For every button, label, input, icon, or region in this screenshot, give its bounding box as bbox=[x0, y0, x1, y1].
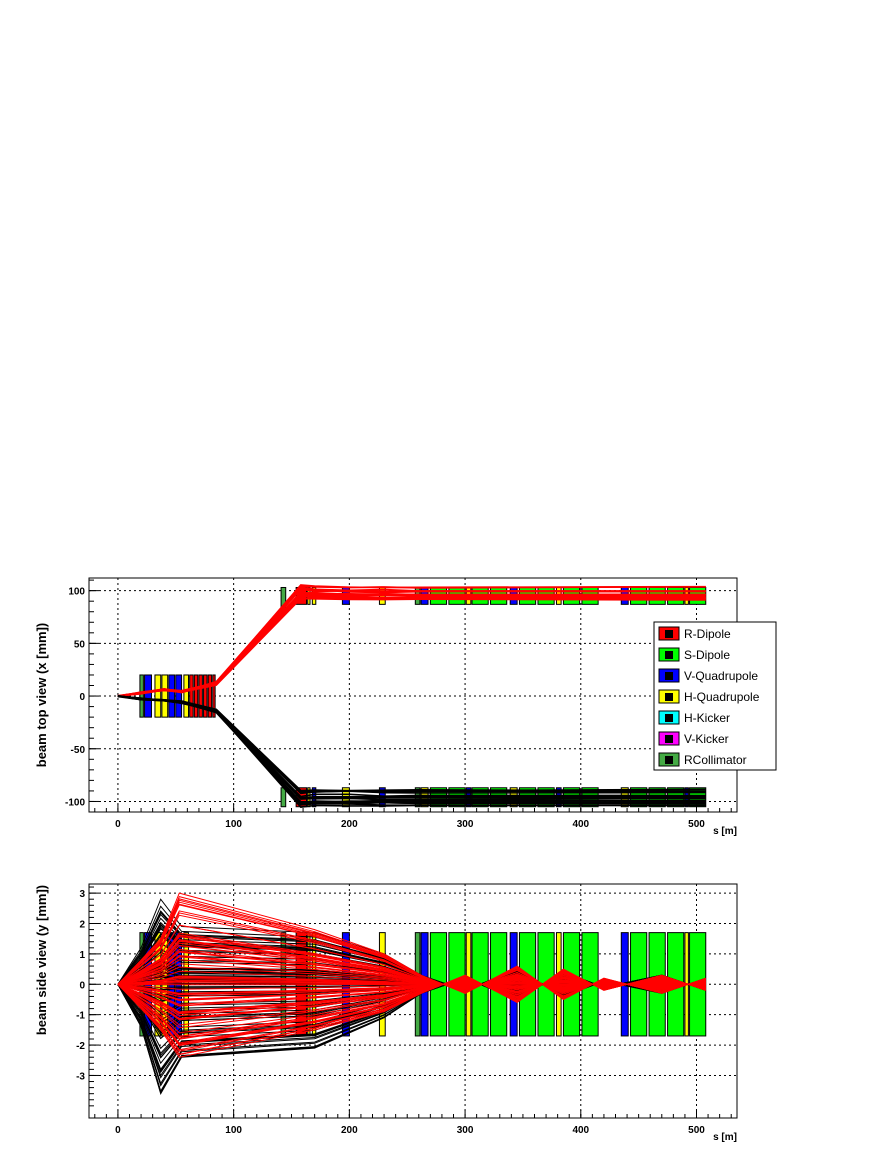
x-tick-label: 500 bbox=[688, 819, 705, 830]
x-tick-label: 300 bbox=[457, 1125, 474, 1136]
element-v-quadrupole bbox=[168, 674, 176, 718]
x-tick-label: 200 bbox=[341, 819, 358, 830]
bottom-plot-frame bbox=[88, 883, 738, 1119]
element-r-dipole bbox=[198, 674, 203, 718]
trajectory-line bbox=[117, 914, 706, 997]
y-tick-label: -3 bbox=[76, 1071, 85, 1082]
x-tick-label: 100 bbox=[225, 819, 242, 830]
trajectory-line bbox=[117, 940, 706, 992]
trajectory-envelope bbox=[117, 591, 706, 698]
legend-label-v-kicker: V-Kicker bbox=[684, 732, 729, 746]
trajectory-line bbox=[117, 970, 706, 988]
top-axes: 0 100 200 300 400 500 -100 -50 0 50 100 bbox=[65, 579, 732, 830]
y-tick-label: 3 bbox=[79, 889, 85, 900]
element-v-quadrupole bbox=[144, 674, 152, 718]
trajectory-line bbox=[117, 954, 706, 990]
legend-label-h-quadrupole: H-Quadrupole bbox=[684, 690, 760, 704]
y-tick-label: -100 bbox=[65, 797, 85, 808]
trajectory-line bbox=[117, 976, 706, 1020]
y-tick-label: -2 bbox=[76, 1041, 85, 1052]
element-r-dipole bbox=[207, 674, 213, 718]
element-h-quadrupole bbox=[154, 674, 162, 718]
top-y-axis-title: beam top view (x [mm]) bbox=[34, 623, 49, 767]
legend-label-v-quadrupole: V-Quadrupole bbox=[684, 669, 758, 683]
trajectory-line bbox=[117, 973, 706, 1034]
legend: R-Dipole S-Dipole V-Quadrupole H-Quadrupole… bbox=[653, 621, 777, 771]
trajectory-envelope bbox=[117, 968, 706, 1058]
element-r-dipole bbox=[189, 674, 194, 718]
element-v-quadrupole bbox=[175, 674, 183, 718]
y-tick-label: -1 bbox=[76, 1011, 85, 1022]
bottom-y-axis-title: beam side view (y [mm]) bbox=[34, 885, 49, 1035]
legend-label-h-kicker: H-Kicker bbox=[684, 711, 730, 725]
x-tick-label: 0 bbox=[115, 819, 121, 830]
legend-label-s-dipole: S-Dipole bbox=[684, 648, 730, 662]
y-tick-label: 100 bbox=[68, 587, 85, 598]
legend-label-rcollimator: RCollimator bbox=[684, 753, 747, 767]
y-tick-label: 1 bbox=[79, 950, 85, 961]
bottom-axes: 0 100 200 300 400 500 -3 -2 -1 0 1 2 3 bbox=[76, 886, 732, 1136]
legend-marker bbox=[665, 651, 673, 659]
y-tick-label: 50 bbox=[74, 639, 86, 650]
element-r-dipole bbox=[203, 674, 208, 718]
element-r-dipole bbox=[193, 674, 199, 718]
y-tick-label: 0 bbox=[79, 692, 85, 703]
legend-marker bbox=[665, 735, 673, 743]
legend-marker bbox=[665, 630, 673, 638]
element-rcollimator bbox=[139, 674, 144, 718]
bottom-trajectories bbox=[117, 892, 706, 1095]
bottom-panel: 0 100 200 300 400 500 -3 -2 -1 0 1 2 3 beam side vie… bbox=[34, 883, 738, 1143]
legend-marker bbox=[665, 693, 673, 701]
trajectory-envelope bbox=[117, 694, 706, 800]
top-x-axis-title: s [m] bbox=[713, 826, 737, 837]
x-tick-label: 100 bbox=[225, 1125, 242, 1136]
top-panel: 0 100 200 300 400 500 -100 -50 0 50 100 beam top v… bbox=[34, 577, 777, 837]
trajectory-line bbox=[117, 983, 706, 986]
legend-label-r-dipole: R-Dipole bbox=[684, 627, 731, 641]
legend-marker bbox=[665, 714, 673, 722]
top-trajectories bbox=[117, 584, 706, 808]
trajectory-envelope bbox=[117, 892, 706, 1001]
legend-marker bbox=[665, 756, 673, 764]
top-beamline-elements bbox=[139, 586, 707, 808]
legend-marker bbox=[665, 672, 673, 680]
x-tick-label: 200 bbox=[341, 1125, 358, 1136]
y-tick-label: -50 bbox=[71, 745, 86, 756]
x-tick-label: 400 bbox=[572, 1125, 589, 1136]
x-tick-label: 0 bbox=[115, 1125, 121, 1136]
y-tick-label: 2 bbox=[79, 920, 85, 931]
trajectory-line bbox=[117, 980, 706, 1000]
element-h-quadrupole bbox=[183, 674, 190, 718]
element-r-dipole bbox=[212, 674, 216, 718]
y-tick-label: 0 bbox=[79, 980, 85, 991]
bottom-grid bbox=[89, 884, 737, 1118]
element-h-quadrupole bbox=[161, 674, 169, 718]
bottom-x-axis-title: s [m] bbox=[713, 1132, 737, 1143]
x-tick-label: 300 bbox=[457, 819, 474, 830]
element-rcollimator bbox=[280, 787, 287, 808]
x-tick-label: 500 bbox=[688, 1125, 705, 1136]
trajectory-line bbox=[117, 904, 706, 999]
x-tick-label: 400 bbox=[572, 819, 589, 830]
